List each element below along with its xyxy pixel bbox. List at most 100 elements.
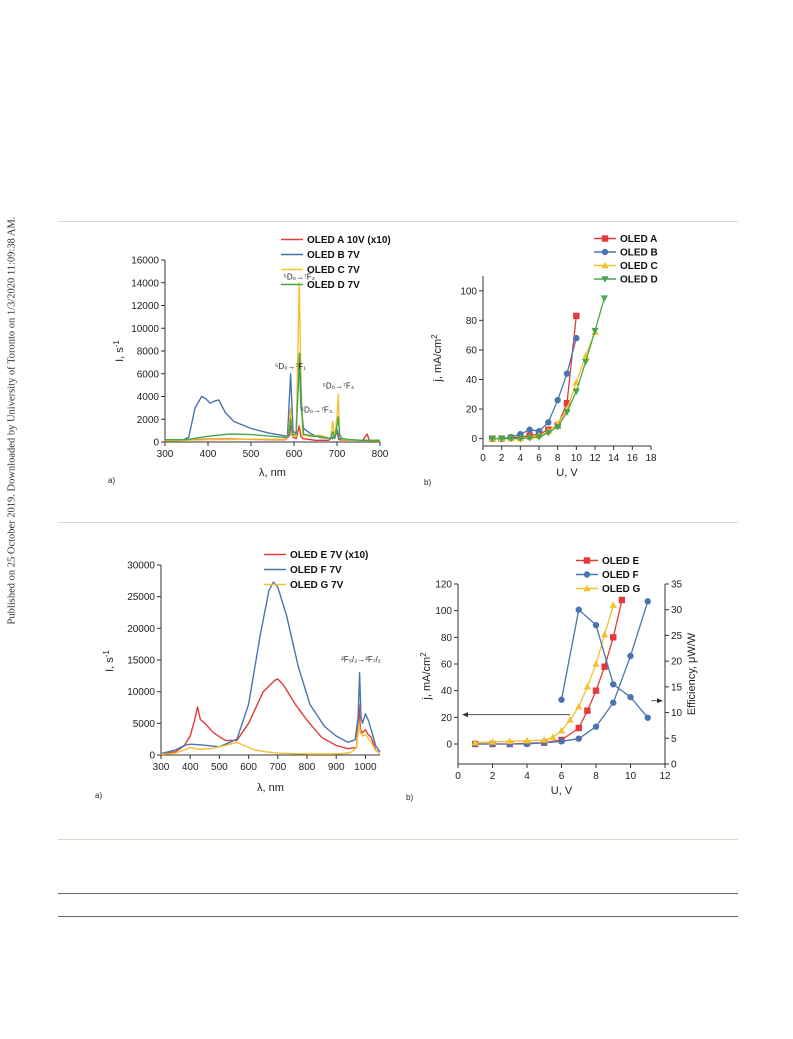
y-tick-label: 16000	[131, 256, 159, 267]
y-axis-label: j, mA/cm2	[419, 652, 433, 701]
legend-marker-f	[583, 571, 591, 578]
data-point-f	[592, 723, 600, 730]
peak-annotation: ⁵D₀→⁷F₂	[284, 272, 315, 281]
peak-annotation: ⁵D₀→⁷F₁	[275, 362, 306, 371]
data-point-g	[471, 738, 479, 746]
legend-entry-a: OLED A	[620, 234, 657, 245]
y-tick-label: 0	[471, 434, 477, 445]
series-line-c	[164, 282, 381, 442]
y-tick-label: 40	[466, 375, 478, 386]
data-point-d	[544, 429, 552, 437]
x-tick-label: 2	[490, 771, 496, 782]
y2-tick-label: 20	[671, 657, 683, 668]
x-tick-label: 18	[645, 453, 657, 464]
data-point-g	[557, 726, 566, 734]
series-line-d	[492, 298, 605, 440]
y-tick-label: 6000	[137, 369, 160, 380]
y-tick-label: 15000	[127, 656, 155, 667]
y-tick-label: 0	[153, 438, 159, 449]
data-point-b	[535, 428, 543, 435]
y2-tick-label: 35	[671, 580, 683, 591]
y-tick-label: 60	[466, 345, 478, 356]
data-point-e	[575, 724, 582, 732]
y-tick-label: 60	[441, 660, 453, 671]
data-point-e	[584, 707, 591, 714]
y-tick-label: 0	[149, 751, 155, 762]
data-point-f	[558, 696, 565, 703]
x-axis-label: λ, nm	[257, 782, 284, 794]
peak-annotation: ⁵D₀→⁷F₄	[323, 382, 354, 391]
data-point-f	[558, 738, 565, 745]
legend-marker-e	[583, 557, 591, 564]
legend-entry-e: OLED E 7V (x10)	[290, 550, 368, 561]
data-point-g	[566, 716, 574, 723]
data-point-f	[644, 714, 651, 721]
legend-marker-b	[601, 248, 609, 256]
y-tick-label: 20000	[127, 624, 155, 635]
chart-panel-1: 300 400 500 600 700 8000200040006000800010000…	[108, 235, 391, 485]
series-line-f	[560, 609, 649, 719]
data-point-g	[506, 737, 514, 745]
legend-entry-a: OLED A 10V (x10)	[307, 235, 391, 246]
chart-panel-3: 300 400 500 600 700 800 900 1000050001000015000…	[95, 550, 381, 800]
legend-marker-g	[583, 584, 591, 592]
data-point-b	[573, 334, 580, 342]
x-tick-label: 800	[299, 762, 316, 773]
data-point-g	[549, 733, 557, 741]
data-point-d	[488, 435, 496, 443]
y-tick-label: 2000	[137, 415, 160, 426]
y2-axis-label: Efficiency, μW/W	[686, 632, 698, 715]
data-point-g	[601, 630, 609, 638]
x-tick-label: 500	[211, 762, 228, 773]
y2-tick-label: 5	[671, 734, 677, 745]
y-tick-label: 5000	[133, 719, 156, 730]
panel-label: a)	[108, 476, 115, 485]
x-tick-label: 700	[329, 449, 346, 460]
legend-marker-c	[601, 261, 609, 269]
legend-entry-b: OLED B	[620, 248, 658, 259]
y2-tick-label: 10	[671, 708, 683, 719]
data-point-b	[563, 370, 571, 377]
x-tick-label: 400	[182, 762, 199, 773]
chart-panel-4: 0 2 4 6 8 10 1202040608010012005101520253035U,…	[406, 556, 698, 802]
divider-table-top	[58, 893, 738, 894]
y2-tick-label: 0	[671, 760, 677, 771]
series-line-d	[165, 352, 380, 441]
data-point-f	[575, 606, 582, 613]
y2-tick-label: 30	[671, 605, 683, 616]
y-axis-label: j, mA/cm2	[430, 334, 444, 383]
data-point-d	[535, 434, 543, 441]
y-tick-label: 40	[441, 686, 453, 697]
y-tick-label: 10000	[127, 687, 155, 698]
data-point-e	[601, 663, 608, 670]
legend-entry-d: OLED D	[620, 275, 658, 286]
legend-marker-a	[601, 235, 609, 242]
x-tick-label: 6	[559, 771, 565, 782]
data-point-d	[526, 435, 534, 442]
data-point-e	[618, 596, 626, 604]
data-point-f	[610, 699, 617, 706]
peak-annotation: ⁵D₀→⁷F₃	[301, 405, 332, 414]
data-point-d	[582, 358, 590, 366]
data-point-f	[610, 681, 617, 688]
y-tick-label: 8000	[137, 347, 160, 358]
y-tick-label: 100	[460, 286, 477, 297]
x-tick-label: 600	[240, 762, 257, 773]
series-line-g	[475, 605, 614, 744]
x-tick-label: 300	[153, 762, 170, 773]
data-point-a	[573, 312, 580, 320]
series-line-b	[165, 356, 380, 441]
x-tick-label: 400	[200, 449, 217, 460]
data-point-d	[563, 409, 571, 416]
peak-annotation: ²F₅/₂→²F₇/₂	[341, 655, 381, 664]
y-tick-label: 4000	[137, 392, 160, 403]
y-tick-label: 25000	[127, 592, 155, 603]
divider-table-bottom	[58, 916, 738, 917]
y-tick-label: 14000	[131, 278, 159, 289]
y-axis-label: I, s-1	[112, 340, 126, 362]
y-tick-label: 100	[435, 606, 452, 617]
x-tick-label: 4	[524, 771, 530, 782]
x-tick-label: 0	[480, 453, 486, 464]
x-axis-label: U, V	[551, 785, 573, 797]
